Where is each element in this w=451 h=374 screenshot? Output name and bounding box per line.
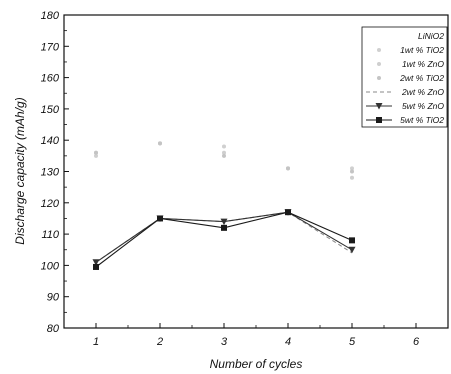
legend-marker	[377, 62, 381, 66]
y-tick-label: 100	[41, 260, 60, 272]
legend-item: 2wt % TiO2	[377, 73, 444, 83]
y-tick-label: 130	[41, 167, 60, 179]
legend-item: LiNiO2	[418, 31, 444, 41]
legend-label: 2wt % ZnO	[401, 87, 444, 97]
legend-label: 5wt % TiO2	[400, 115, 444, 125]
data-point	[220, 218, 228, 226]
legend: LiNiO2 1wt % TiO2 1wt % ZnO 2wt % TiO2 2wt %…	[361, 26, 448, 128]
y-axis-ticks: 80 90 100 110 120 130 140 150 160 170 180	[41, 10, 69, 335]
legend-item: 1wt % ZnO	[377, 59, 444, 69]
y-tick-label: 110	[41, 229, 59, 241]
y-tick-label: 160	[41, 73, 60, 85]
data-point	[93, 263, 99, 270]
x-axis-ticks: 1 2 3 4 5 6	[63, 323, 449, 348]
legend-item: 1wt % TiO2	[377, 45, 444, 55]
data-point	[350, 166, 354, 171]
data-point	[221, 224, 227, 231]
x-tick-label: 3	[221, 336, 228, 348]
legend-marker	[377, 76, 381, 80]
data-point	[158, 141, 162, 146]
y-tick-label: 180	[41, 10, 60, 22]
y-axis-label: Discharge capacity (mAh/g)	[13, 97, 27, 244]
data-point	[222, 144, 226, 149]
data-point	[94, 153, 98, 158]
y-tick-label: 150	[41, 104, 60, 116]
y-tick-label: 80	[47, 323, 60, 335]
legend-label: LiNiO2	[418, 31, 444, 41]
legend-label: 5wt % ZnO	[402, 101, 444, 111]
x-tick-label: 2	[156, 336, 163, 348]
y-tick-label: 90	[47, 292, 60, 304]
data-point	[350, 169, 354, 174]
legend-marker	[376, 117, 382, 123]
data-point	[157, 215, 163, 222]
data-point	[92, 259, 100, 266]
data-point	[286, 166, 290, 171]
data-point	[349, 237, 355, 244]
legend-label: 1wt % ZnO	[402, 59, 444, 69]
x-tick-label: 6	[413, 336, 420, 348]
series-layer	[92, 141, 356, 270]
series-6	[93, 209, 355, 270]
y-tick-label: 140	[41, 135, 60, 147]
data-point	[222, 150, 226, 155]
data-point	[222, 153, 226, 158]
legend-label: 1wt % TiO2	[400, 45, 444, 55]
x-tick-label: 4	[285, 336, 291, 348]
data-point	[348, 246, 356, 254]
legend-item: 2wt % ZnO	[366, 87, 444, 97]
legend-marker	[375, 103, 383, 110]
legend-box	[361, 26, 448, 128]
legend-item: 5wt % ZnO	[366, 101, 444, 111]
legend-label: 2wt % TiO2	[399, 73, 444, 83]
y-tick-label: 170	[41, 41, 60, 53]
data-point	[350, 175, 354, 180]
series-5	[92, 209, 356, 266]
y-tick-label: 120	[41, 198, 60, 210]
series-3	[94, 141, 354, 174]
legend-marker	[377, 48, 381, 52]
data-point	[285, 209, 291, 216]
legend-item: 5wt % TiO2	[366, 115, 444, 125]
x-tick-label: 1	[93, 336, 99, 348]
data-point	[94, 150, 98, 155]
x-tick-label: 5	[349, 336, 356, 348]
x-axis-label: Number of cycles	[210, 357, 303, 371]
